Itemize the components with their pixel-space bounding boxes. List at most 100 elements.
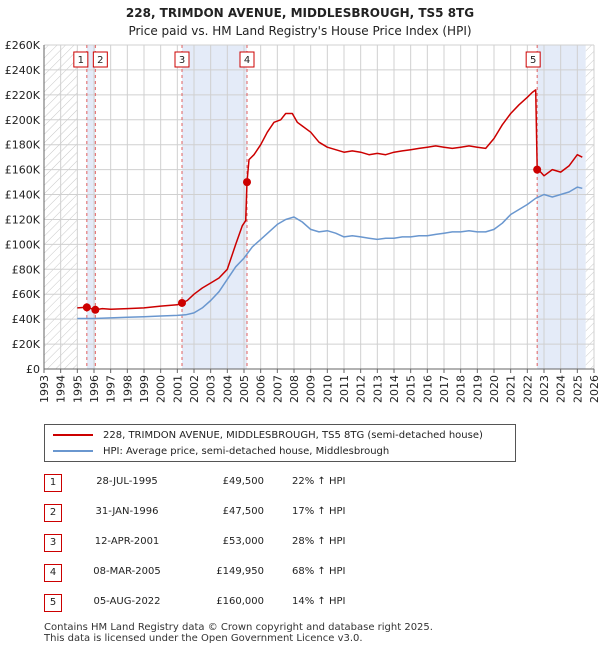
footer-line-2: This data is licensed under the Open Gov… bbox=[44, 633, 363, 644]
sale-date: 28-JUL-1995 bbox=[96, 476, 158, 487]
sale-label-text: 1 bbox=[78, 55, 84, 66]
y-tick-label: £20K bbox=[12, 338, 41, 351]
x-tick-label: 1995 bbox=[71, 375, 84, 403]
sale-row: 2 31-JAN-1996 £47,500 17% ↑ HPI bbox=[44, 504, 584, 524]
sale-price: £160,000 bbox=[216, 596, 264, 607]
sale-label-text: 3 bbox=[179, 55, 185, 66]
sale-points bbox=[82, 165, 542, 314]
axes: £0 £20K £40K £60K £80K £100K £120K £140K £160K £1… bbox=[5, 39, 600, 403]
sale-date: 05-AUG-2022 bbox=[93, 596, 161, 607]
x-tick-label: 2024 bbox=[555, 375, 568, 403]
sale-date: 12-APR-2001 bbox=[94, 536, 160, 547]
x-tick-label: 2014 bbox=[388, 375, 401, 403]
sale-label-text: 2 bbox=[97, 55, 103, 66]
x-tick-label: 2016 bbox=[421, 375, 434, 403]
sale-label-boxes: 1 2 3 4 5 bbox=[73, 51, 541, 68]
plot-background bbox=[44, 45, 594, 369]
sale-number: 4 bbox=[44, 564, 62, 582]
legend: 228, TRIMDON AVENUE, MIDDLESBROUGH, TS5 … bbox=[44, 424, 516, 462]
sale-row: 1 28-JUL-1995 £49,500 22% ↑ HPI bbox=[44, 474, 584, 494]
x-tick-label: 2001 bbox=[171, 375, 184, 403]
x-tick-label: 2015 bbox=[405, 375, 418, 403]
sale-label-frame bbox=[239, 51, 255, 68]
sale-label-box: 1 bbox=[73, 51, 89, 68]
sale-point bbox=[178, 298, 186, 307]
y-tick-label: £100K bbox=[5, 238, 41, 251]
legend-label-hpi: HPI: Average price, semi-detached house,… bbox=[103, 445, 390, 457]
sale-hpi-change: 28% ↑ HPI bbox=[292, 536, 346, 547]
x-tick-label: 2005 bbox=[238, 375, 251, 403]
x-tick-label: 1996 bbox=[88, 375, 101, 403]
x-tick-label: 2019 bbox=[471, 375, 484, 403]
y-tick-label: £60K bbox=[12, 288, 41, 301]
x-tick-label: 2020 bbox=[488, 375, 501, 403]
sale-point bbox=[243, 178, 251, 187]
hpi-line bbox=[77, 186, 583, 320]
sale-price: £149,950 bbox=[216, 566, 264, 577]
sale-price: £47,500 bbox=[222, 506, 264, 517]
sale-row: 3 12-APR-2001 £53,000 28% ↑ HPI bbox=[44, 534, 584, 554]
x-tick-label: 2007 bbox=[271, 375, 284, 403]
x-tick-label: 2010 bbox=[321, 375, 334, 403]
plot-area bbox=[44, 45, 594, 369]
x-tick-label: 2006 bbox=[255, 375, 268, 403]
sale-point bbox=[533, 165, 542, 174]
x-tick-label: 2000 bbox=[155, 375, 168, 403]
sale-label-box: 2 bbox=[92, 51, 108, 68]
sale-point bbox=[91, 305, 100, 314]
legend-item-property: 228, TRIMDON AVENUE, MIDDLESBROUGH, TS5 … bbox=[53, 427, 483, 443]
x-tick-label: 2025 bbox=[571, 375, 584, 403]
sale-date: 08-MAR-2005 bbox=[93, 566, 161, 577]
sale-label-text: 4 bbox=[244, 55, 250, 66]
x-tick-label: 2004 bbox=[221, 375, 234, 403]
y-tick-label: £160K bbox=[5, 164, 41, 177]
y-tick-label: £260K bbox=[5, 39, 41, 52]
y-tick-label: £0 bbox=[26, 363, 40, 376]
x-tick-label: 1993 bbox=[38, 375, 51, 403]
sale-label-frame bbox=[525, 51, 541, 68]
y-tick-label: £200K bbox=[5, 114, 41, 127]
sale-hpi-change: 68% ↑ HPI bbox=[292, 566, 346, 577]
x-tick-label: 1994 bbox=[55, 375, 68, 403]
sale-hpi-change: 14% ↑ HPI bbox=[292, 596, 346, 607]
legend-label-property: 228, TRIMDON AVENUE, MIDDLESBROUGH, TS5 … bbox=[103, 429, 483, 441]
sale-number: 1 bbox=[44, 474, 62, 492]
x-tick-label: 2026 bbox=[588, 375, 600, 403]
sale-label-frame bbox=[92, 51, 108, 68]
sale-label-frame bbox=[174, 51, 190, 68]
x-tick-label: 2008 bbox=[288, 375, 301, 403]
y-tick-label: £120K bbox=[5, 213, 41, 226]
sale-label-box: 3 bbox=[174, 51, 190, 68]
y-tick-label: £180K bbox=[5, 139, 41, 152]
x-tick-label: 2013 bbox=[371, 375, 384, 403]
sale-hpi-change: 22% ↑ HPI bbox=[292, 476, 346, 487]
legend-swatch-property bbox=[53, 434, 93, 436]
y-tick-label: £240K bbox=[5, 64, 41, 77]
sale-hpi-change: 17% ↑ HPI bbox=[292, 506, 346, 517]
x-tick-label: 2017 bbox=[438, 375, 451, 403]
footer-line-1: Contains HM Land Registry data © Crown c… bbox=[44, 622, 433, 633]
sale-label-frame bbox=[73, 51, 89, 68]
footer-attribution: Contains HM Land Registry data © Crown c… bbox=[44, 622, 433, 644]
sale-number: 3 bbox=[44, 534, 62, 552]
sale-row: 4 08-MAR-2005 £149,950 68% ↑ HPI bbox=[44, 564, 584, 584]
y-tick-label: £40K bbox=[12, 313, 41, 326]
x-tick-label: 1999 bbox=[138, 375, 151, 403]
sale-number: 2 bbox=[44, 504, 62, 522]
sale-row: 5 05-AUG-2022 £160,000 14% ↑ HPI bbox=[44, 594, 584, 614]
x-tick-label: 2018 bbox=[455, 375, 468, 403]
chart-subtitle: Price paid vs. HM Land Registry's House … bbox=[128, 24, 472, 38]
x-tick-label: 2011 bbox=[338, 375, 351, 403]
x-tick-label: 1997 bbox=[105, 375, 118, 403]
y-tick-label: £80K bbox=[12, 263, 41, 276]
x-tick-label: 2003 bbox=[205, 375, 218, 403]
sale-point bbox=[82, 303, 91, 312]
y-tick-label: £140K bbox=[5, 189, 41, 202]
sale-number: 5 bbox=[44, 594, 62, 612]
x-tick-label: 2023 bbox=[538, 375, 551, 403]
x-tick-label: 1998 bbox=[121, 375, 134, 403]
x-tick-label: 2009 bbox=[305, 375, 318, 403]
sale-label-box: 5 bbox=[525, 51, 541, 68]
legend-swatch-hpi bbox=[53, 450, 93, 452]
